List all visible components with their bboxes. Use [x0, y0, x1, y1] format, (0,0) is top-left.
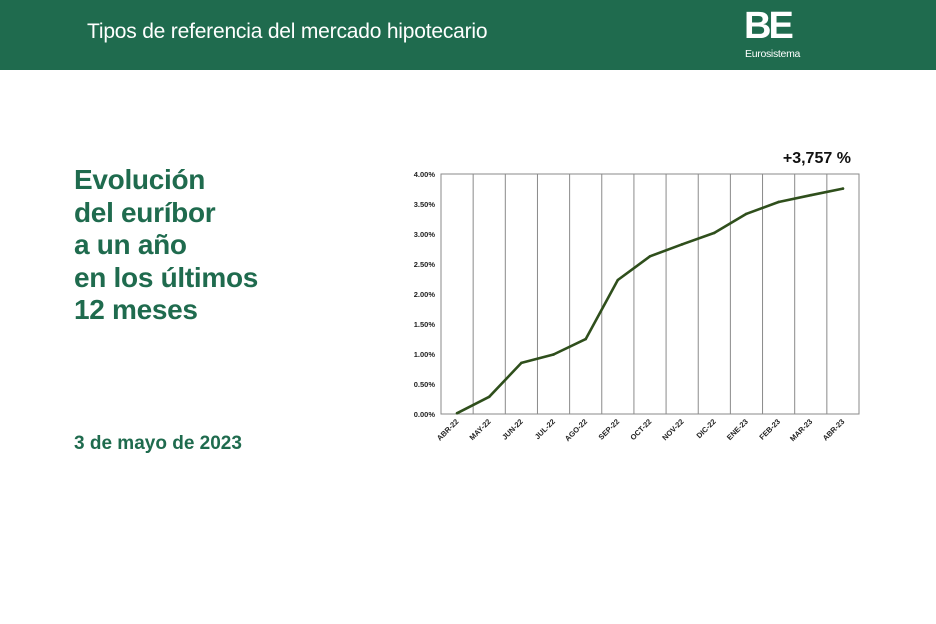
x-tick-label: MAR-23 [788, 417, 814, 443]
header-title: Tipos de referencia del mercado hipoteca… [87, 20, 488, 43]
last-value-annotation: +3,757 % [783, 150, 851, 167]
heading-line-2: del euríbor [74, 196, 216, 228]
x-tick-label: ABR-23 [821, 417, 847, 443]
data-point [648, 254, 652, 258]
x-tick-label: NOV-22 [660, 417, 685, 442]
y-tick-label: 3.00% [414, 230, 436, 239]
logo-mark: BE [744, 5, 794, 47]
euribor-series-line [455, 187, 845, 415]
header-bar: Tipos de referencia del mercado hipoteca… [0, 0, 936, 70]
y-tick-label: 1.50% [414, 320, 436, 329]
banco-espana-logo: BE Eurosistema [744, 5, 824, 64]
x-tick-label: DIC-22 [695, 417, 718, 440]
data-point [584, 337, 587, 341]
y-tick-label: 0.00% [414, 410, 436, 419]
y-tick-label: 0.50% [414, 380, 436, 389]
x-tick-label: FEB-23 [757, 417, 782, 442]
data-point [520, 361, 523, 365]
heading-line-4: en los últimos [74, 261, 259, 293]
x-tick-label: AGO-22 [563, 417, 589, 443]
data-point [552, 353, 555, 356]
heading-line-3: a un año [74, 229, 187, 260]
page-heading: Evolución del euríbor a un año en los úl… [74, 164, 258, 327]
data-point [841, 187, 845, 190]
y-tick-label: 3.50% [414, 200, 436, 209]
data-point [680, 243, 684, 246]
data-point [745, 212, 748, 216]
data-point [713, 231, 716, 235]
plot-area-border [440, 173, 860, 415]
x-tick-label: OCT-22 [628, 417, 653, 442]
x-tick-label: SEP-22 [597, 417, 622, 442]
data-point [487, 395, 491, 399]
data-point [777, 200, 780, 204]
data-point [616, 278, 620, 282]
report-date: 3 de mayo de 2023 [74, 433, 242, 454]
x-tick-label: ENE-23 [725, 417, 750, 442]
logo-text: Eurosistema [745, 48, 801, 60]
euribor-line-chart: 0.00% 0.50% 1.00% 1.50% 2.00% 2.50% 3.00% 3.50%… [414, 150, 860, 443]
y-tick-label: 1.00% [414, 350, 436, 359]
y-tick-label: 2.50% [414, 260, 436, 269]
x-tick-label: JUN-22 [500, 417, 525, 442]
x-tick-label: ABR-22 [435, 417, 461, 443]
x-tick-label: JUL-22 [533, 417, 557, 441]
x-tick-label: MAY-22 [468, 417, 493, 442]
data-point [809, 193, 813, 197]
heading-line-5: 12 meses [74, 294, 198, 325]
y-tick-label: 4.00% [414, 170, 436, 179]
data-point [455, 411, 459, 415]
heading-line-1: Evolución [74, 164, 206, 195]
y-tick-label: 2.00% [414, 290, 436, 299]
